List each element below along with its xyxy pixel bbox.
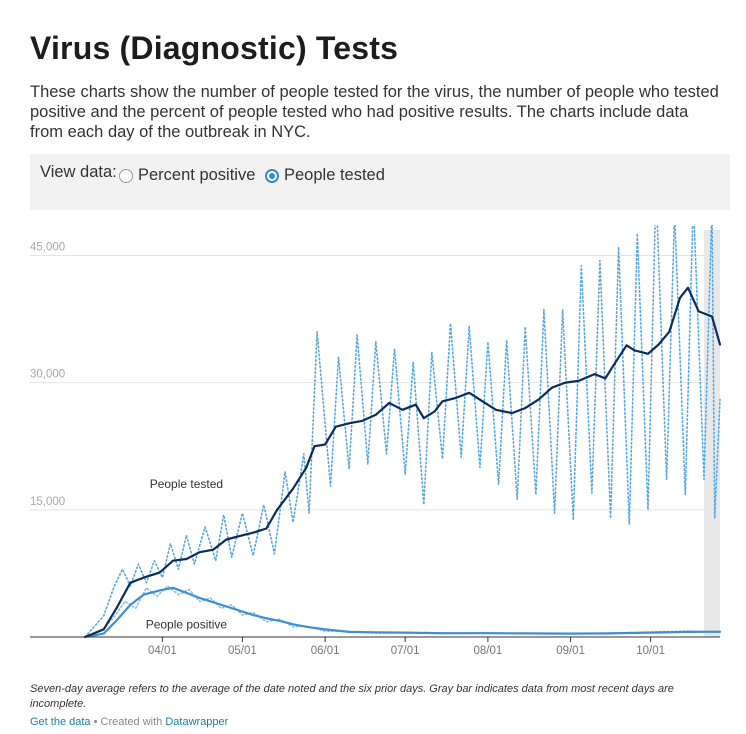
people-tested-daily-line	[84, 225, 721, 638]
get-the-data-link[interactable]: Get the data	[30, 716, 91, 728]
series-annotation-label: People positive	[146, 618, 228, 632]
chart-footer: Get the data • Created with Datawrapper	[30, 716, 228, 728]
tests-line-chart: 15,000 30,000 45,000 04/01 05/01 06/01 07/01 08…	[30, 225, 722, 657]
radio-unselected-icon[interactable]	[119, 168, 133, 183]
people-tested-average-line	[83, 286, 722, 639]
page-title: Virus (Diagnostic) Tests	[30, 30, 399, 66]
x-tick-label: 06/01	[311, 645, 340, 657]
y-tick-label: 30,000	[30, 369, 65, 381]
x-tick-label: 08/01	[473, 645, 502, 657]
chart-description: These charts show the number of people t…	[30, 83, 719, 141]
view-data-label: View data:	[40, 163, 117, 181]
x-tick-label: 04/01	[148, 645, 177, 657]
radio-people-tested[interactable]: People tested	[265, 166, 385, 185]
y-tick-label: 15,000	[30, 496, 65, 508]
datawrapper-link[interactable]: Datawrapper	[165, 716, 229, 728]
x-tick-label: 07/01	[391, 645, 420, 657]
series-annotation-label: People tested	[150, 477, 223, 491]
x-tick-label: 10/01	[636, 645, 665, 657]
radio-percent-positive-label[interactable]: Percent positive	[138, 166, 256, 184]
view-data-selector: View data: Percent positive People teste…	[30, 154, 730, 210]
x-tick-label: 09/01	[556, 645, 585, 657]
people-positive-average-line	[83, 586, 722, 639]
created-with-text: • Created with	[90, 716, 166, 728]
radio-selected-icon[interactable]	[265, 168, 279, 183]
x-tick-label: 05/01	[228, 645, 257, 657]
radio-people-tested-label[interactable]: People tested	[284, 166, 385, 184]
y-tick-label: 45,000	[30, 241, 65, 253]
incomplete-data-bar	[703, 230, 720, 637]
radio-percent-positive[interactable]: Percent positive	[119, 166, 255, 185]
chart-note: Seven-day average refers to the average …	[30, 683, 674, 710]
